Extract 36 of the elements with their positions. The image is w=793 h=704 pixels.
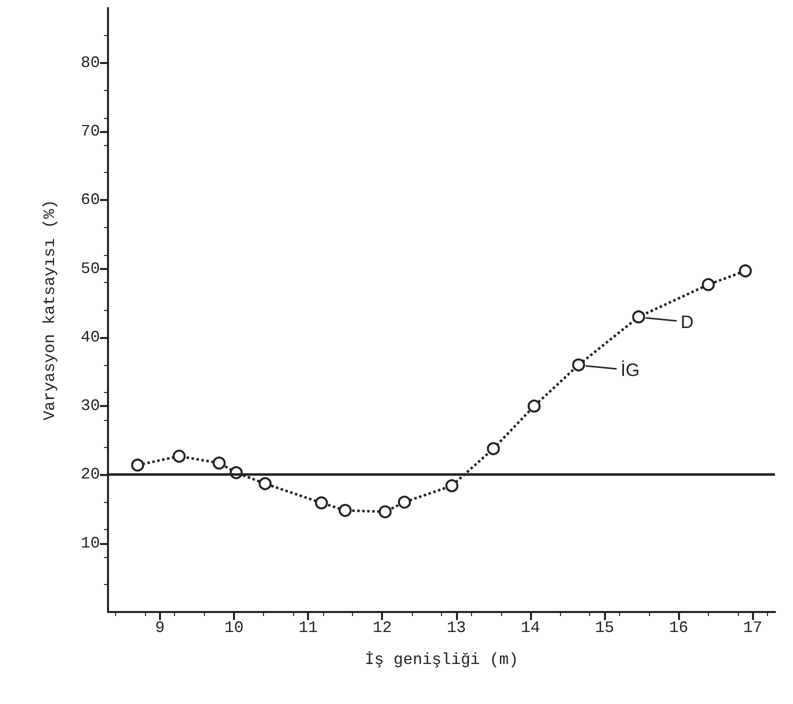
point [398,496,411,509]
y-tick-label: 70 [80,122,100,141]
x-tick-label: 17 [743,619,762,637]
x-tick-label: 10 [224,619,244,637]
y-axis-title: Varyasyon katsayısı (%) [41,200,59,420]
x-tick-label: 11 [298,619,318,637]
y-tick-label: 40 [80,328,100,346]
point [738,264,752,278]
point [258,477,272,490]
y-tick-label: 80 [80,54,100,72]
y-tick-label: 20 [80,466,100,484]
point [314,496,328,510]
point [632,310,646,324]
point [338,504,352,517]
x-tick-label: 16 [669,619,688,637]
point [702,278,715,292]
point [486,442,500,456]
annotation: İG [620,360,640,380]
y-tick-label: 60 [80,191,100,210]
x-tick-label: 14 [520,619,540,637]
x-axis-title: İş genişliği (m) [364,651,518,669]
point [172,450,186,463]
annotation: D [680,312,694,332]
y-tick-label: 50 [80,260,100,278]
x-tick-label: 12 [372,619,392,637]
y-tick-label: 10 [80,534,100,552]
x-tick-label: 15 [594,619,614,637]
x-tick-label: 13 [446,619,466,637]
point [572,358,586,372]
point [212,456,226,470]
y-tick-label: 30 [80,397,100,416]
point [445,479,458,492]
x-tick-label: 9 [155,619,165,637]
point [378,505,392,518]
point [131,458,144,472]
point [528,400,541,413]
